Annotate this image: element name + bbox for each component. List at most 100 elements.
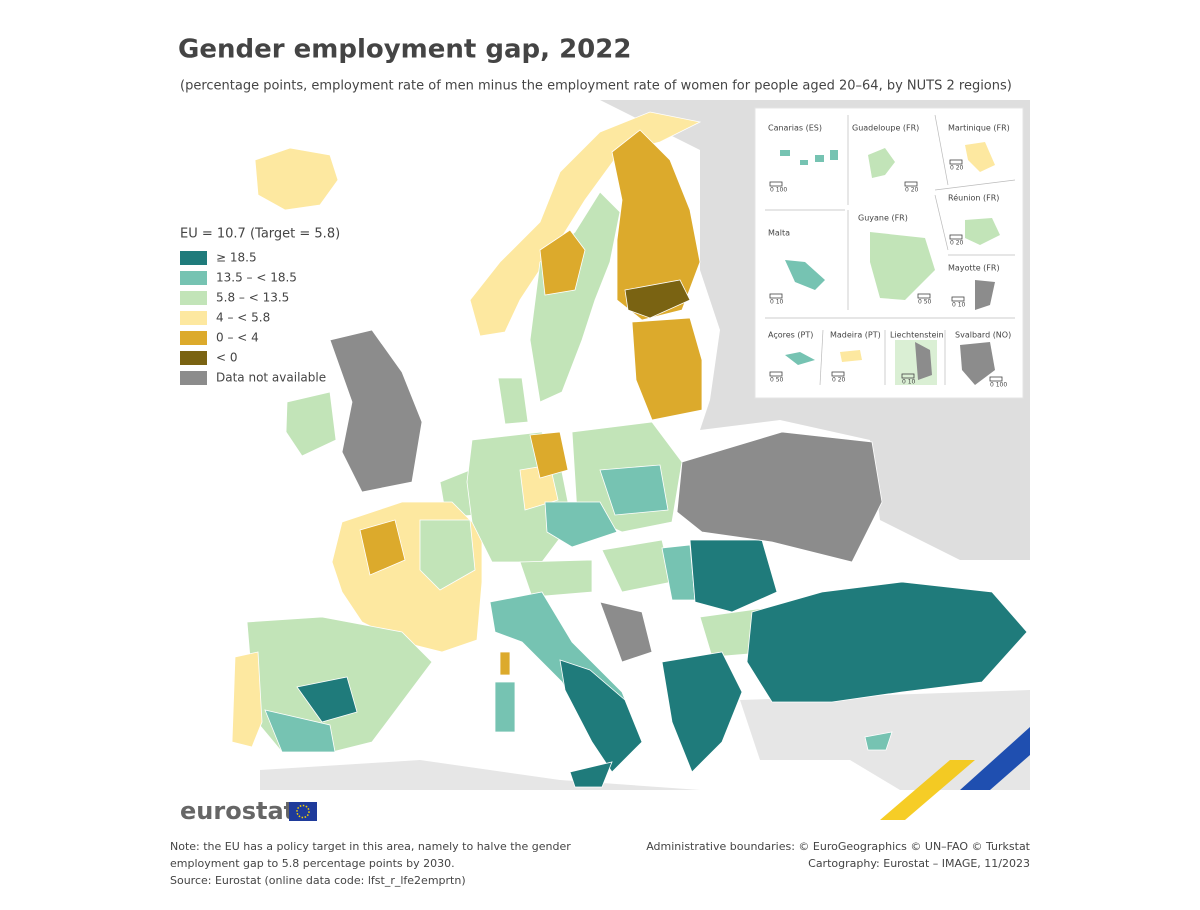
mayotte: [975, 280, 995, 310]
france-west: [359, 519, 406, 576]
scale-label: 0 20: [950, 240, 964, 247]
legend-swatch: [180, 251, 207, 265]
note: employment gap to 5.8 percentage points …: [170, 857, 455, 870]
legend-label: ≥ 18.5: [216, 251, 257, 265]
legend-swatch: [180, 271, 207, 285]
united-kingdom: [329, 329, 423, 493]
inset-label: Liechtenstein: [890, 331, 944, 340]
ireland: [285, 391, 337, 457]
greece: [661, 651, 743, 773]
legend-swatch: [180, 311, 207, 325]
map: [231, 111, 1028, 788]
scale-bar: [831, 371, 845, 377]
scale-bar: [949, 234, 963, 240]
inset-label: Madeira (PT): [830, 331, 881, 340]
acores: [785, 352, 815, 365]
reunion: [965, 218, 1000, 245]
sweden-north: [539, 229, 586, 296]
germany-ne: [529, 431, 569, 479]
romania: [689, 539, 778, 613]
finland: [611, 129, 701, 321]
poland-south: [599, 464, 669, 516]
iceland: [254, 147, 339, 211]
legend-swatch: [180, 331, 207, 345]
legend-label: Data not available: [216, 371, 326, 385]
deco: [880, 760, 975, 820]
logo: eurostat: [180, 797, 295, 825]
legend-swatch: [180, 351, 207, 365]
source: Source: Eurostat (online data code: lfst…: [170, 874, 466, 887]
inset-label: Guadeloupe (FR): [852, 124, 919, 133]
france-east: [419, 519, 476, 591]
eu-flag: [289, 802, 317, 821]
scale-bar: [917, 293, 931, 299]
scale-label: 0 10: [770, 299, 784, 306]
cyprus: [864, 731, 893, 751]
martinique: [965, 142, 995, 172]
castilla: [296, 676, 358, 723]
credit: Cartography: Eurostat – IMAGE, 11/2023: [808, 857, 1030, 870]
andalucia: [264, 709, 336, 753]
credit: Administrative boundaries: © EuroGeograp…: [646, 840, 1030, 853]
scale-label: 0 20: [832, 377, 846, 384]
portugal: [231, 651, 263, 748]
guadeloupe: [868, 148, 895, 178]
inset-label: Malta: [768, 229, 790, 238]
balkans: [599, 601, 653, 663]
scale-label: 0 20: [905, 187, 919, 194]
malta: [785, 260, 825, 290]
legend-swatch: [180, 371, 207, 385]
austria: [519, 559, 593, 598]
legend-swatch: [180, 291, 207, 305]
inset-label: Martinique (FR): [948, 124, 1010, 133]
scale-label: 0 10: [952, 302, 966, 309]
scale-bar: [901, 373, 915, 379]
scale-label: 0 20: [950, 165, 964, 172]
legend-label: 4 – < 5.8: [216, 311, 270, 325]
legend-label: 0 – < 4: [216, 331, 259, 345]
sardinia: [494, 681, 516, 733]
legend: ≥ 18.5 13.5 – < 18.5 5.8 – < 13.5 4 – < 5.8…: [180, 251, 326, 385]
legend-label: 13.5 – < 18.5: [216, 271, 297, 285]
corsica: [499, 651, 511, 676]
scale-label: 0 50: [770, 377, 784, 384]
scale-bar: [989, 376, 1003, 382]
madeira: [840, 350, 862, 362]
guyane: [870, 232, 935, 300]
liechtenstein: [915, 342, 932, 380]
czechia: [544, 501, 618, 548]
turkey: [746, 581, 1028, 703]
sweden: [529, 191, 621, 403]
legend-label: < 0: [216, 351, 238, 365]
ukraine: [676, 431, 883, 563]
scale-bar: [769, 371, 783, 377]
inset-label: Guyane (FR): [858, 214, 908, 223]
inset-label: Canarias (ES): [768, 124, 822, 133]
inset-label: Svalbard (NO): [955, 331, 1011, 340]
legend-title: EU = 10.7 (Target = 5.8): [180, 227, 340, 242]
scale-bar: [769, 181, 783, 187]
scale-bar: [769, 293, 783, 299]
subtitle: (percentage points, employment rate of m…: [180, 79, 1012, 94]
note: Note: the EU has a policy target in this…: [170, 840, 571, 853]
inset-label: Réunion (FR): [948, 193, 999, 203]
baltics: [631, 317, 703, 421]
scale-label: 0 10: [902, 379, 916, 386]
scale-label: 0 100: [770, 187, 787, 194]
scale-label: 0 100: [990, 382, 1007, 389]
finland-south: [624, 279, 691, 319]
eu-stars: [296, 804, 310, 819]
canarias: [780, 150, 838, 165]
inset-label: Mayotte (FR): [948, 264, 1000, 273]
inset-label: Açores (PT): [768, 331, 813, 340]
italy-south: [559, 659, 643, 773]
legend-label: 5.8 – < 13.5: [216, 291, 289, 305]
sicily: [569, 761, 613, 788]
denmark: [497, 377, 529, 425]
scale-bar: [949, 159, 963, 165]
inset-shapes: [780, 142, 1000, 385]
inset-dividers: [765, 114, 1016, 386]
svalbard: [960, 342, 995, 385]
inset-labels: Canarias (ES) 0 100 Guadeloupe (FR) 0 20 Mar…: [768, 124, 1011, 389]
